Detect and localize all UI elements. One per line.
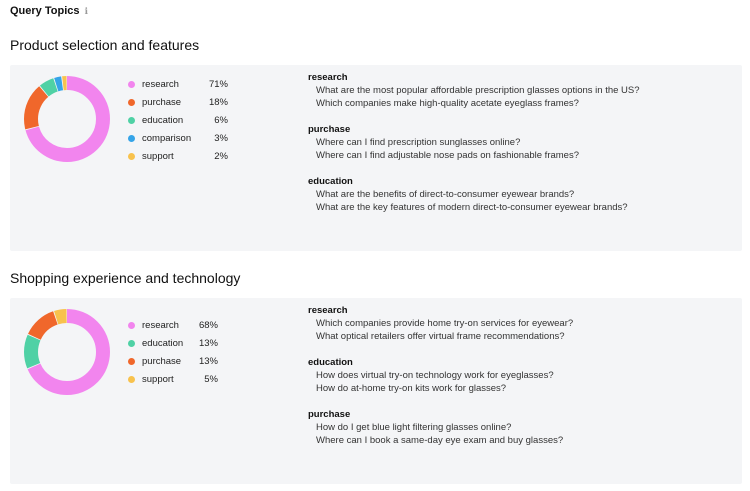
legend-label: purchase — [142, 96, 182, 108]
query-list: research What are the most popular affor… — [308, 71, 728, 227]
section-panel: research 71% purchase 18% education 6% c… — [10, 65, 742, 251]
legend-item-purchase: purchase 13% — [128, 352, 218, 370]
query-item[interactable]: What optical retailers offer virtual fra… — [316, 330, 565, 342]
legend-dot — [128, 116, 135, 124]
legend-percent: 5% — [204, 373, 218, 385]
query-item[interactable]: What are the most popular affordable pre… — [316, 85, 640, 96]
topic-donut-chart — [24, 309, 110, 395]
legend-item-support: support 5% — [128, 370, 218, 388]
query-group-title: education — [308, 357, 353, 368]
info-icon[interactable]: ℹ — [84, 5, 88, 16]
legend-percent: 71% — [208, 78, 228, 90]
legend-item-research: research 71% — [128, 75, 228, 93]
query-item[interactable]: Where can I find prescription sunglasses… — [316, 137, 521, 148]
topic-legend: research 71% purchase 18% education 6% c… — [128, 75, 228, 165]
legend-label: education — [142, 337, 184, 349]
query-item[interactable]: How do at-home try-on kits work for glas… — [316, 382, 507, 394]
section-title: Shopping experience and technology — [10, 270, 241, 286]
legend-dot — [128, 375, 135, 383]
query-item[interactable]: Which companies make high-quality acetat… — [316, 97, 579, 109]
legend-item-education: education 6% — [128, 111, 228, 129]
query-item[interactable]: Where can I book a same-day eye exam and… — [316, 434, 564, 446]
query-group-purchase: purchase How do I get blue light filteri… — [308, 408, 728, 447]
query-group-purchase: purchase Where can I find prescription s… — [308, 123, 728, 162]
query-group-title: purchase — [308, 124, 351, 135]
legend-percent: 13% — [198, 355, 218, 367]
donut-slice-research[interactable] — [24, 309, 110, 395]
query-group-title: education — [308, 176, 353, 187]
page-title-text: Query Topics — [10, 5, 80, 17]
query-group-title: research — [308, 305, 348, 316]
legend-item-education: education 13% — [128, 334, 218, 352]
legend-dot — [128, 152, 135, 160]
donut-slice-research[interactable] — [24, 76, 110, 162]
legend-label: comparison — [142, 132, 192, 144]
legend-item-support: support 2% — [128, 147, 228, 165]
legend-percent: 68% — [198, 319, 218, 331]
donut-slice-purchase[interactable] — [24, 76, 110, 162]
query-group-research: research Which companies provide home tr… — [308, 304, 728, 343]
donut-slice-education[interactable] — [24, 309, 110, 395]
query-group-title: research — [308, 72, 348, 83]
legend-item-purchase: purchase 18% — [128, 93, 228, 111]
query-item[interactable]: How does virtual try-on technology work … — [316, 370, 554, 381]
legend-dot — [128, 98, 135, 106]
legend-label: support — [142, 373, 174, 385]
query-item[interactable]: What are the benefits of direct-to-consu… — [316, 189, 575, 200]
query-group-education: education How does virtual try-on techno… — [308, 356, 728, 395]
legend-label: purchase — [142, 355, 182, 367]
legend-percent: 13% — [198, 337, 218, 349]
section-panel: research 68% education 13% purchase 13% … — [10, 298, 742, 484]
legend-label: support — [142, 150, 174, 162]
legend-dot — [128, 357, 135, 365]
query-item[interactable]: Where can I find adjustable nose pads on… — [316, 149, 579, 161]
legend-percent: 18% — [208, 96, 228, 108]
legend-label: research — [142, 78, 179, 90]
query-group-title: purchase — [308, 409, 351, 420]
legend-item-research: research 68% — [128, 316, 218, 334]
legend-dot — [128, 339, 135, 347]
legend-dot — [128, 321, 135, 329]
topic-donut-chart — [24, 76, 110, 162]
query-item[interactable]: What are the key features of modern dire… — [316, 201, 628, 213]
query-list: research Which companies provide home tr… — [308, 304, 728, 460]
legend-label: research — [142, 319, 179, 331]
topic-legend: research 68% education 13% purchase 13% … — [128, 316, 218, 388]
legend-percent: 2% — [214, 150, 228, 162]
legend-percent: 3% — [214, 132, 228, 144]
legend-percent: 6% — [214, 114, 228, 126]
section-title: Product selection and features — [10, 37, 200, 53]
query-item[interactable]: Which companies provide home try-on serv… — [316, 318, 574, 329]
query-item[interactable]: How do I get blue light filtering glasse… — [316, 422, 512, 433]
legend-dot — [128, 134, 135, 142]
query-group-education: education What are the benefits of direc… — [308, 175, 728, 214]
page-title: Query Topics ℹ — [10, 5, 88, 17]
legend-label: education — [142, 114, 184, 126]
query-group-research: research What are the most popular affor… — [308, 71, 728, 110]
legend-item-comparison: comparison 3% — [128, 129, 228, 147]
legend-dot — [128, 80, 135, 88]
